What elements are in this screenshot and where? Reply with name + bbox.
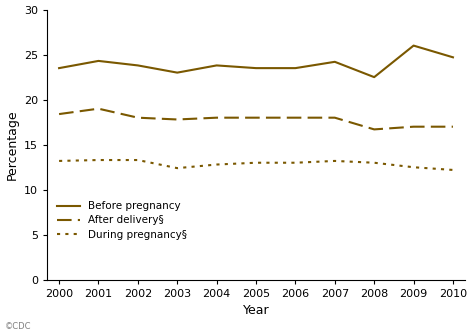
Legend: Before pregnancy, After delivery§, During pregnancy§: Before pregnancy, After delivery§, Durin… — [57, 201, 187, 239]
X-axis label: Year: Year — [243, 304, 269, 317]
Text: ©CDC: ©CDC — [5, 322, 31, 331]
Y-axis label: Percentage: Percentage — [6, 110, 18, 180]
